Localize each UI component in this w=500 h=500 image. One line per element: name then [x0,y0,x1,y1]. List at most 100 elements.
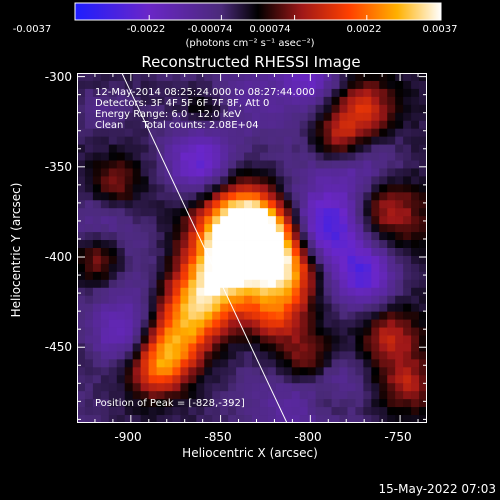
heatmap-cell [275,287,285,297]
heatmap-cell [307,399,317,408]
heatmap-cell [403,112,412,122]
heatmap-cell [77,96,86,106]
heatmap-cell [275,184,285,193]
heatmap-cell [77,80,86,90]
heatmap-cell [283,303,293,313]
heatmap-cell [116,367,126,376]
heatmap-cell [92,407,102,416]
heatmap-cell [84,391,94,400]
heatmap-cell [419,407,427,416]
heatmap-cell [419,240,427,249]
heatmap-cell [140,248,149,257]
heatmap-cell [347,112,356,122]
heatmap-cell [180,88,189,98]
heatmap-cell [204,295,213,305]
heatmap-cell [411,73,420,82]
heatmap-cell [371,367,380,376]
heatmap-cell [267,136,277,145]
heatmap-cell [323,303,332,313]
heatmap-cell [403,192,412,201]
heatmap-cell [339,128,348,138]
heatmap-cell [140,73,149,82]
heatmap-cell [403,399,412,408]
heatmap-cell [379,255,388,265]
heatmap-cell [267,88,277,98]
heatmap-cell [132,112,142,122]
heatmap-cell [92,248,102,257]
heatmap-cell [275,224,285,233]
heatmap-cell [244,279,253,289]
heatmap-cell [92,351,102,360]
heatmap-cell [148,73,157,82]
heatmap-cell [84,359,94,368]
heatmap-cell [116,359,126,368]
heatmap-cell [188,327,197,336]
solar-limb-line [121,73,288,423]
heatmap-cell [188,73,197,82]
heatmap-cell [411,224,420,233]
heatmap-cell [148,248,157,257]
heatmap-cell [84,271,94,281]
heatmap-cell [259,248,269,257]
heatmap-cell [140,216,149,225]
heatmap-cell [140,240,149,249]
heatmap-cell [252,216,261,225]
heatmap-cell [315,399,324,408]
heatmap-cell [403,295,412,305]
heatmap-cell [108,232,118,241]
heatmap-cell [164,152,173,161]
heatmap-cell [220,248,229,257]
heatmap-cell [236,232,245,241]
heatmap-cell [188,367,197,376]
heatmap-cell [244,287,253,297]
heatmap-cell [236,287,245,297]
heatmap-cell [164,319,173,328]
heatmap-cell [347,359,356,368]
heatmap-cell [371,200,380,209]
heatmap-cell [267,208,277,217]
heatmap-cell [244,295,253,305]
heatmap-cell [299,311,309,320]
heatmap-cell [347,327,356,336]
heatmap-cell [212,263,221,273]
heatmap-cell [323,200,332,209]
heatmap-cell [228,279,237,289]
heatmap-cell [132,375,142,384]
heatmap-cell [84,263,94,273]
heatmap-cell [339,248,348,257]
heatmap-cell [299,279,309,289]
heatmap-cell [92,295,102,305]
heatmap-cell [347,224,356,233]
heatmap-cell [108,375,118,384]
heatmap-cell [331,80,340,90]
heatmap-cell [228,391,237,400]
heatmap-cell [339,351,348,360]
heatmap-cell [92,232,102,241]
heatmap-cell [220,96,229,106]
heatmap-cell [172,383,181,392]
heatmap-cell [100,112,110,122]
heatmap-cell [140,359,149,368]
heatmap-cell [307,240,317,249]
heatmap-cell [347,192,356,201]
heatmap-cell [387,136,396,145]
heatmap-cell [411,96,420,106]
heatmap-cell [347,287,356,297]
heatmap-cell [363,359,372,368]
heatmap-cell [132,279,142,289]
heatmap-cell [283,152,293,161]
heatmap-cell [275,200,285,209]
heatmap-cell [236,128,245,138]
heatmap-cell [347,104,356,114]
heatmap-cell [331,391,340,400]
heatmap-cell [331,295,340,305]
heatmap-cell [172,176,181,185]
heatmap-cell [275,343,285,352]
heatmap-cell [180,184,189,193]
heatmap-cell [156,136,165,145]
heatmap-cell [84,88,94,98]
heatmap-cell [156,208,165,217]
heatmap-cell [291,367,301,376]
heatmap-cell [331,224,340,233]
heatmap-cell [188,208,197,217]
